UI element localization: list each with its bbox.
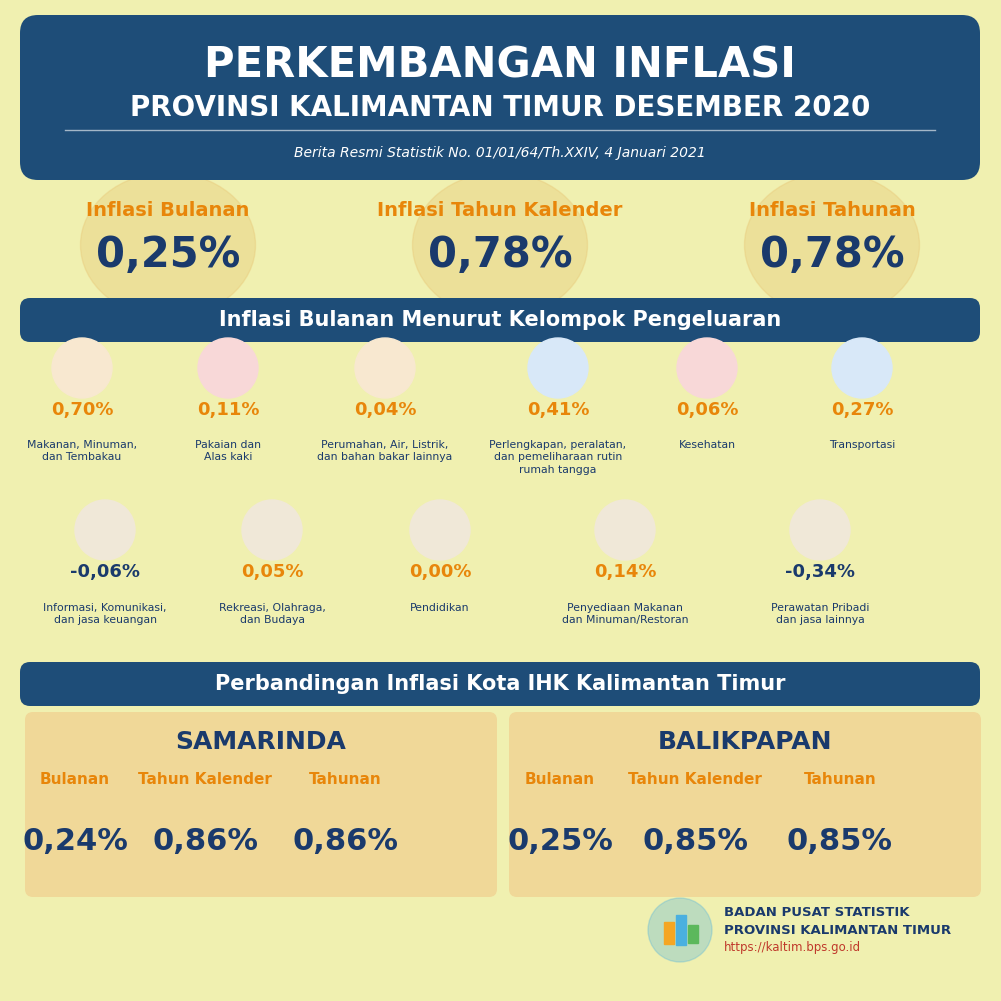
Circle shape xyxy=(595,500,655,560)
Text: Inflasi Tahunan: Inflasi Tahunan xyxy=(749,200,915,219)
Ellipse shape xyxy=(745,172,920,317)
Text: 0,78%: 0,78% xyxy=(427,234,573,276)
Text: Kesehatan: Kesehatan xyxy=(679,440,736,450)
Text: 0,11%: 0,11% xyxy=(197,401,259,419)
Circle shape xyxy=(790,500,850,560)
Text: Makanan, Minuman,
dan Tembakau: Makanan, Minuman, dan Tembakau xyxy=(27,440,137,462)
Circle shape xyxy=(75,500,135,560)
Text: 0,25%: 0,25% xyxy=(96,234,240,276)
Circle shape xyxy=(198,338,258,398)
Text: 0,27%: 0,27% xyxy=(831,401,893,419)
Bar xyxy=(676,915,686,945)
Text: 0,70%: 0,70% xyxy=(51,401,113,419)
Text: Berita Resmi Statistik No. 01/01/64/Th.XXIV, 4 Januari 2021: Berita Resmi Statistik No. 01/01/64/Th.X… xyxy=(294,146,706,160)
Text: 0,25%: 0,25% xyxy=(508,828,613,857)
Text: Tahunan: Tahunan xyxy=(804,773,876,788)
Text: Informasi, Komunikasi,
dan jasa keuangan: Informasi, Komunikasi, dan jasa keuangan xyxy=(43,603,167,626)
Text: Transportasi: Transportasi xyxy=(829,440,895,450)
Text: Rekreasi, Olahraga,
dan Budaya: Rekreasi, Olahraga, dan Budaya xyxy=(218,603,325,626)
Text: 0,00%: 0,00% xyxy=(408,563,471,581)
Circle shape xyxy=(677,338,737,398)
Text: SAMARINDA: SAMARINDA xyxy=(175,730,346,754)
Text: PROVINSI KALIMANTAN TIMUR DESEMBER 2020: PROVINSI KALIMANTAN TIMUR DESEMBER 2020 xyxy=(130,94,870,122)
FancyBboxPatch shape xyxy=(509,712,981,897)
Text: 0,86%: 0,86% xyxy=(152,828,258,857)
Text: Bulanan: Bulanan xyxy=(525,773,595,788)
Text: https://kaltim.bps.go.id: https://kaltim.bps.go.id xyxy=(724,942,861,955)
Circle shape xyxy=(410,500,470,560)
Circle shape xyxy=(52,338,112,398)
Bar xyxy=(688,925,698,943)
Text: BADAN PUSAT STATISTIK: BADAN PUSAT STATISTIK xyxy=(724,906,910,919)
Text: Inflasi Bulanan: Inflasi Bulanan xyxy=(86,200,249,219)
Text: Tahun Kalender: Tahun Kalender xyxy=(628,773,762,788)
Text: Inflasi Tahun Kalender: Inflasi Tahun Kalender xyxy=(377,200,623,219)
Text: PERKEMBANGAN INFLASI: PERKEMBANGAN INFLASI xyxy=(204,44,796,86)
Text: 0,14%: 0,14% xyxy=(594,563,657,581)
Text: Bulanan: Bulanan xyxy=(40,773,110,788)
Text: Perumahan, Air, Listrik,
dan bahan bakar lainnya: Perumahan, Air, Listrik, dan bahan bakar… xyxy=(317,440,452,462)
Text: Inflasi Bulanan Menurut Kelompok Pengeluaran: Inflasi Bulanan Menurut Kelompok Pengelu… xyxy=(219,310,781,330)
Text: 0,04%: 0,04% xyxy=(353,401,416,419)
Text: 0,05%: 0,05% xyxy=(241,563,303,581)
Text: -0,06%: -0,06% xyxy=(70,563,140,581)
Text: BALIKPAPAN: BALIKPAPAN xyxy=(658,730,832,754)
Text: Pakaian dan
Alas kaki: Pakaian dan Alas kaki xyxy=(195,440,261,462)
Circle shape xyxy=(832,338,892,398)
Text: Perlengkapan, peralatan,
dan pemeliharaan rutin
rumah tangga: Perlengkapan, peralatan, dan pemeliharaa… xyxy=(489,440,627,474)
Text: PROVINSI KALIMANTAN TIMUR: PROVINSI KALIMANTAN TIMUR xyxy=(724,924,951,937)
Text: 0,41%: 0,41% xyxy=(527,401,590,419)
Text: 0,85%: 0,85% xyxy=(787,828,893,857)
Circle shape xyxy=(355,338,415,398)
Text: Tahunan: Tahunan xyxy=(308,773,381,788)
Text: 0,85%: 0,85% xyxy=(642,828,748,857)
Text: 0,06%: 0,06% xyxy=(676,401,739,419)
Bar xyxy=(664,922,674,944)
Text: 0,78%: 0,78% xyxy=(760,234,904,276)
Text: Perbandingan Inflasi Kota IHK Kalimantan Timur: Perbandingan Inflasi Kota IHK Kalimantan… xyxy=(215,674,785,694)
Circle shape xyxy=(648,898,712,962)
FancyBboxPatch shape xyxy=(20,662,980,706)
Circle shape xyxy=(242,500,302,560)
Text: 0,86%: 0,86% xyxy=(292,828,398,857)
FancyBboxPatch shape xyxy=(20,15,980,180)
Text: -0,34%: -0,34% xyxy=(785,563,855,581)
Text: Penyediaan Makanan
dan Minuman/Restoran: Penyediaan Makanan dan Minuman/Restoran xyxy=(562,603,689,626)
Text: Perawatan Pribadi
dan jasa lainnya: Perawatan Pribadi dan jasa lainnya xyxy=(771,603,869,626)
Ellipse shape xyxy=(412,172,588,317)
Text: Pendidikan: Pendidikan xyxy=(410,603,469,613)
FancyBboxPatch shape xyxy=(25,712,497,897)
Circle shape xyxy=(528,338,588,398)
Text: Tahun Kalender: Tahun Kalender xyxy=(138,773,272,788)
Ellipse shape xyxy=(80,172,255,317)
FancyBboxPatch shape xyxy=(20,298,980,342)
Text: 0,24%: 0,24% xyxy=(22,828,128,857)
